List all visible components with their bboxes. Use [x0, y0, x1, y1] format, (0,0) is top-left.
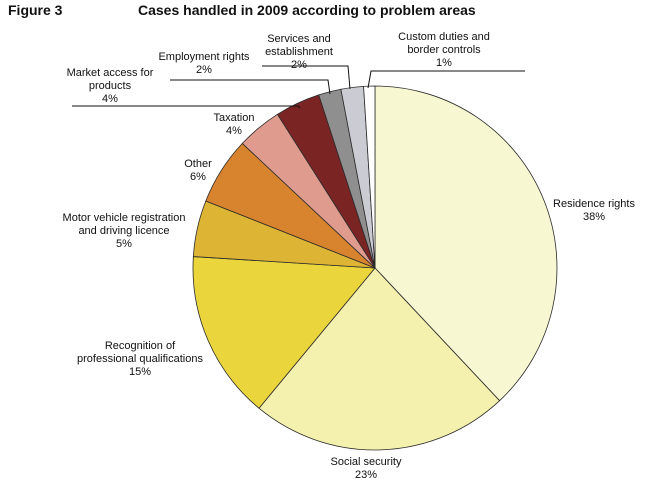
- pie-slice-custom-duties-and-border-controls: [363, 85, 376, 269]
- slice-labels: Residence rights 38% Social security 23% Rec…: [63, 31, 636, 481]
- slice-label-motor-vehicle-registration-and-driving-licence: Motor vehicle registration and driving li…: [63, 212, 186, 250]
- pie-slice-residence-rights: [374, 85, 558, 402]
- leader-line-services-and-establishment: [262, 65, 351, 90]
- slice-label-residence-rights: Residence rights 38%: [553, 198, 635, 223]
- leader-line-employment-rights: [170, 79, 331, 95]
- pie-slice-recognition-of-professional-qualifications: [192, 256, 376, 409]
- slice-label-taxation: Taxation 4%: [214, 112, 255, 137]
- figure-label: Figure 3: [8, 2, 63, 18]
- leader-line-custom-duties-and-border-controls: [367, 70, 525, 89]
- pie-slice-social-security: [258, 267, 501, 451]
- slice-label-social-security: Social security 23%: [331, 456, 402, 481]
- slice-label-recognition-of-professional-qualifications: Recognition of professional qualification…: [77, 340, 203, 378]
- leader-lines: [72, 65, 525, 109]
- slice-label-other: Other 6%: [184, 158, 212, 183]
- slice-label-custom-duties-and-border-controls: Custom duties and border controls 1%: [398, 31, 490, 69]
- leader-line-market-access-for-products: [72, 105, 301, 109]
- slice-label-services-and-establishment: Services and establishment 2%: [265, 33, 333, 71]
- pie-slices: [192, 85, 558, 451]
- slice-label-market-access-for-products: Market access for products 4%: [67, 67, 154, 105]
- slice-label-employment-rights: Employment rights 2%: [158, 51, 250, 76]
- chart-title: Cases handled in 2009 according to probl…: [138, 2, 476, 18]
